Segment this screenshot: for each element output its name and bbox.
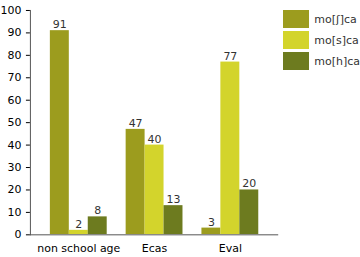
svg-text:70: 70 [8,71,22,84]
svg-text:20: 20 [8,183,22,196]
svg-text:2: 2 [75,218,82,231]
svg-text:non school age: non school age [37,242,120,255]
svg-text:10: 10 [8,206,22,219]
svg-text:77: 77 [223,50,237,63]
svg-text:40: 40 [148,133,162,146]
html-text:mo[h]ca: mo[h]ca [314,54,360,68]
svg-text:100: 100 [1,4,22,17]
svg-text:60: 60 [8,94,22,107]
svg-text:20: 20 [242,177,256,190]
svg-text:50: 50 [8,116,22,129]
svg-text:13: 13 [167,193,181,206]
svg-text:8: 8 [94,204,101,217]
svg-text:80: 80 [8,49,22,62]
svg-text:Eval: Eval [219,242,242,255]
svg-text:91: 91 [53,18,67,31]
svg-text:40: 40 [8,139,22,152]
svg-text:47: 47 [129,117,143,130]
svg-text:3: 3 [208,216,215,229]
html-text:mo[ʃ]ca: mo[ʃ]ca [314,12,357,26]
html-text:mo[s]ca: mo[s]ca [314,33,359,47]
svg-text:0: 0 [14,228,21,241]
svg-text:30: 30 [8,161,22,174]
svg-text:Ecas: Ecas [142,242,168,255]
svg-text:90: 90 [8,26,22,39]
